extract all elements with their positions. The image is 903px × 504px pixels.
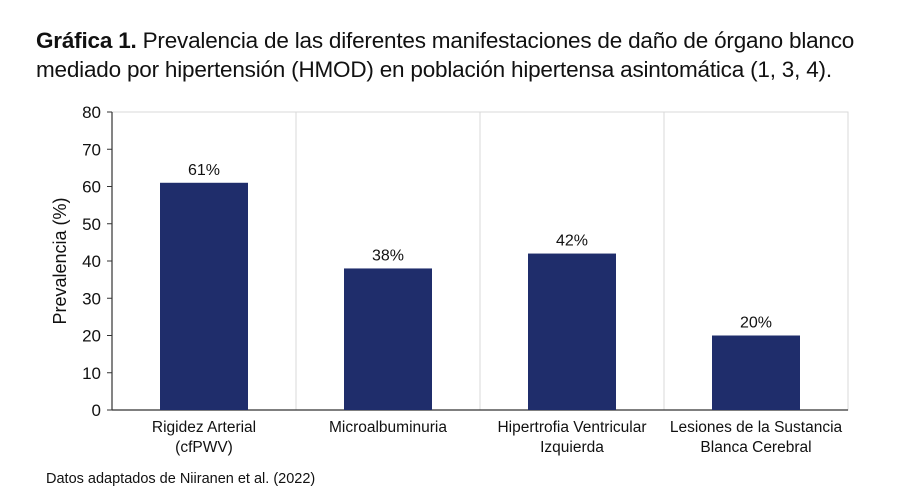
bar	[344, 268, 432, 410]
y-tick-label: 0	[92, 401, 101, 420]
x-tick-label: (cfPWV)	[175, 439, 233, 456]
bar	[160, 182, 248, 410]
y-tick-label: 60	[82, 178, 101, 197]
chart-title-label: Gráfica 1.	[36, 28, 137, 53]
y-tick-label: 20	[82, 327, 101, 346]
source-note: Datos adaptados de Niiranen et al. (2022…	[46, 471, 316, 487]
x-tick-label: Microalbuminuria	[329, 419, 447, 436]
y-tick-label: 10	[82, 364, 101, 383]
chart-title-text: Prevalencia de las diferentes manifestac…	[36, 28, 855, 82]
data-label: 20%	[740, 315, 772, 332]
x-tick-label: Rigidez Arterial	[152, 419, 256, 436]
x-tick-label: Lesiones de la Sustancia	[670, 419, 843, 436]
x-tick-label: Hipertrofia Ventricular	[497, 419, 646, 436]
y-axis-title: Prevalencia (%)	[50, 197, 70, 324]
y-tick-label: 50	[82, 215, 101, 234]
x-tick-label: Izquierda	[540, 439, 604, 456]
x-tick-label: Blanca Cerebral	[700, 439, 811, 456]
y-tick-label: 80	[82, 103, 101, 122]
data-label: 61%	[188, 162, 220, 179]
y-tick-label: 40	[82, 252, 101, 271]
data-label: 42%	[556, 233, 588, 250]
y-tick-label: 30	[82, 289, 101, 308]
y-tick-label: 70	[82, 140, 101, 159]
bar	[712, 335, 800, 410]
chart-title: Gráfica 1. Prevalencia de las diferentes…	[36, 26, 886, 84]
bar	[528, 253, 616, 410]
data-label: 38%	[372, 247, 404, 264]
